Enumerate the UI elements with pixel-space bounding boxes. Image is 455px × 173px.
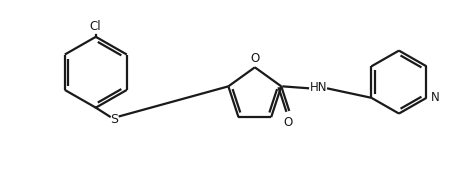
Text: O: O [250, 52, 259, 65]
Text: Cl: Cl [89, 20, 101, 33]
Text: N: N [430, 91, 438, 104]
Text: S: S [110, 113, 117, 126]
Text: HN: HN [310, 81, 327, 94]
Text: O: O [283, 116, 292, 129]
